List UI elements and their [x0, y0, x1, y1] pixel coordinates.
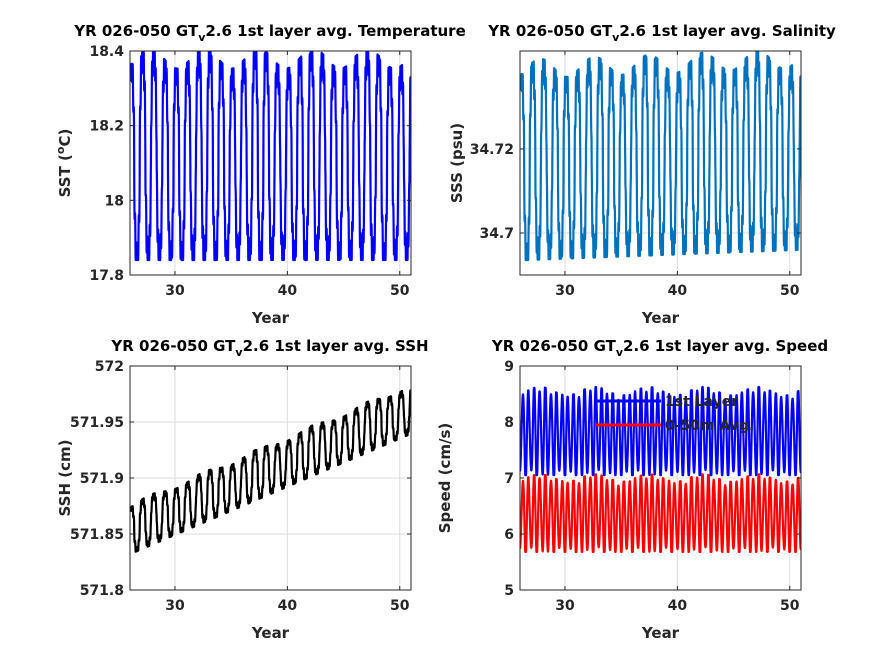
chart-panel-4: 30 40 50 5 6 7 8 9 Year Speed (cm/s) YR 026-050 GT… — [436, 337, 828, 642]
x-tick-label: 50 — [780, 283, 800, 299]
y-tick-label: 6 — [504, 527, 514, 543]
x-tick-label: 50 — [390, 283, 410, 299]
y-tick-label: 571.95 — [70, 415, 124, 431]
y-tick-label: 18.4 — [89, 44, 124, 60]
legend: 1st Layer 0-50m Avg. — [595, 394, 754, 434]
y-axis-label: Speed (cm/s) — [436, 423, 454, 534]
legend-label: 1st Layer — [665, 394, 738, 410]
y-tick-label: 34.72 — [470, 142, 514, 158]
x-axis-label: Year — [251, 309, 290, 327]
y-tick-label: 571.9 — [80, 471, 124, 487]
x-tick-label: 40 — [668, 283, 688, 299]
chart-title: YR 026-050 GTv2.6 1st layer avg. Salinit… — [487, 22, 836, 44]
y-tick-label: 5 — [504, 583, 514, 599]
x-tick-label: 50 — [390, 598, 410, 614]
x-axis-label: Year — [641, 624, 680, 642]
series-line-1 — [130, 389, 411, 553]
y-tick-label: 9 — [504, 359, 514, 375]
y-tick-label: 18.2 — [89, 119, 124, 135]
chart-title: YR 026-050 GTv2.6 1st layer avg. Tempera… — [73, 22, 466, 44]
axes-box — [129, 50, 412, 276]
series-line-1 — [520, 51, 801, 262]
y-tick-label: 7 — [504, 471, 514, 487]
y-axis-label: SSS (psu) — [448, 123, 466, 203]
y-tick-label: 8 — [504, 415, 514, 431]
x-tick-label: 40 — [668, 598, 688, 614]
x-tick-label: 30 — [165, 283, 185, 299]
chart-panel-1: 30 40 50 17.8 18 18.2 18.4 Year SST (oC) YR 026-0… — [54, 22, 466, 327]
y-tick-label: 34.7 — [479, 226, 514, 242]
y-axis-label: SST (oC) — [54, 129, 74, 198]
series-line-2 — [520, 473, 801, 554]
y-tick-label: 571.85 — [70, 527, 124, 543]
x-axis-label: Year — [251, 624, 290, 642]
chart-title: YR 026-050 GTv2.6 1st layer avg. Speed — [491, 337, 828, 359]
x-tick-label: 50 — [780, 598, 800, 614]
chart-panel-3: 30 40 50 571.8 571.85 571.9 571.95 572 Year SSH (… — [56, 337, 429, 642]
y-tick-label: 17.8 — [89, 268, 124, 284]
y-tick-label: 571.8 — [80, 583, 124, 599]
chart-panel-2: 30 40 50 34.7 34.72 Year SSS (psu) YR 026-050 G… — [448, 22, 836, 327]
chart-title: YR 026-050 GTv2.6 1st layer avg. SSH — [110, 337, 428, 359]
legend-label: 0-50m Avg. — [665, 418, 754, 434]
axes-box — [519, 50, 802, 276]
x-tick-label: 30 — [555, 283, 575, 299]
x-axis-label: Year — [641, 309, 680, 327]
x-tick-label: 30 — [165, 598, 185, 614]
x-tick-label: 40 — [278, 283, 298, 299]
series-line-1 — [130, 51, 411, 262]
x-tick-label: 30 — [555, 598, 575, 614]
y-axis-label: SSH (cm) — [56, 440, 74, 517]
y-tick-label: 572 — [95, 359, 124, 375]
y-tick-label: 18 — [105, 193, 124, 209]
series-line-1 — [520, 385, 801, 477]
x-tick-label: 40 — [278, 598, 298, 614]
